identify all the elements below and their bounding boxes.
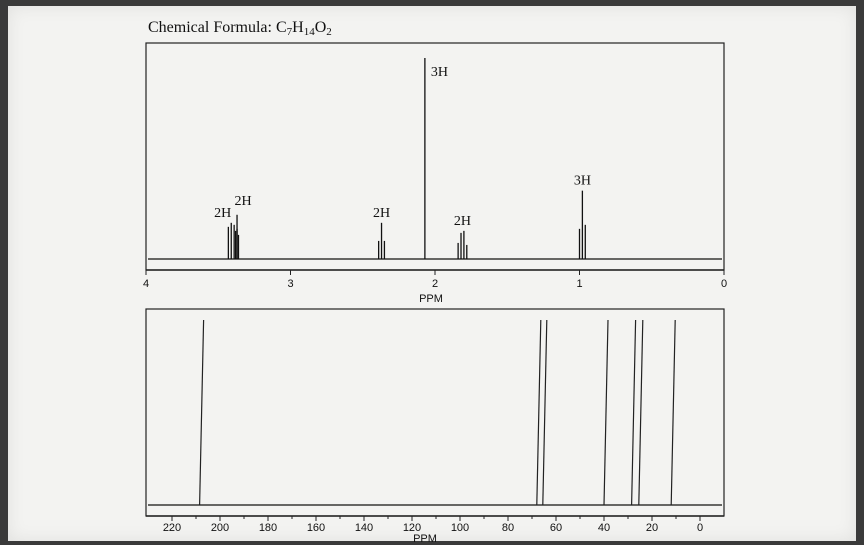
- carbon-tick-label: 180: [259, 522, 277, 534]
- chemical-formula: Chemical Formula: C7H14O2: [148, 19, 332, 38]
- proton-tick-label: 0: [721, 278, 727, 290]
- carbon-tick-label: 100: [451, 522, 469, 534]
- carbon-tick-label: 40: [598, 522, 610, 534]
- carbon-chart-frame: [145, 308, 725, 517]
- carbon-tick-label: 220: [163, 522, 181, 534]
- formula-subscript: 7: [286, 26, 293, 38]
- integration-label: 2H: [214, 206, 231, 221]
- carbon-tick-label: 20: [646, 522, 658, 534]
- carbon-tick-label: 120: [403, 522, 421, 534]
- formula-subscript: 14: [303, 26, 315, 38]
- proton-tick-label: 4: [143, 278, 149, 290]
- proton-tick-label: 3: [287, 278, 293, 290]
- carbon-tick-label: 80: [502, 522, 514, 534]
- carbon-peak-line: [542, 319, 548, 506]
- carbon-peak-line: [638, 319, 644, 506]
- formula-element: O: [314, 19, 327, 36]
- carbon-tick-label: 0: [697, 522, 703, 534]
- integration-label: 2H: [454, 214, 471, 229]
- integration-label: 3H: [431, 65, 448, 80]
- carbon-peak-line: [631, 319, 637, 506]
- carbon-tick-label: 140: [355, 522, 373, 534]
- spectra-sheet: [8, 6, 856, 541]
- integration-label: 2H: [234, 194, 251, 209]
- formula-prefix: Chemical Formula:: [148, 19, 276, 36]
- integration-label: 3H: [574, 174, 591, 189]
- carbon-x-axis-label: PPM: [413, 533, 437, 545]
- carbon-peak-line: [199, 319, 205, 506]
- proton-tick-label: 2: [432, 278, 438, 290]
- carbon-nmr-chart: PPM 220 200 180 160 140 120 100 80 60 40 20 0: [145, 308, 725, 545]
- carbon-tick-label: 160: [307, 522, 325, 534]
- carbon-peak-line: [536, 319, 542, 506]
- formula-element: C: [275, 19, 287, 36]
- proton-x-axis-label: PPM: [419, 293, 443, 305]
- formula-element: H: [292, 19, 304, 36]
- carbon-peak-line: [603, 319, 609, 506]
- formula-subscript: 2: [326, 26, 332, 38]
- proton-tick-label: 1: [576, 278, 582, 290]
- integration-label: 2H: [373, 206, 390, 221]
- carbon-tick-label: 200: [211, 522, 229, 534]
- carbon-peak-line: [670, 319, 676, 506]
- carbon-tick-label: 60: [550, 522, 562, 534]
